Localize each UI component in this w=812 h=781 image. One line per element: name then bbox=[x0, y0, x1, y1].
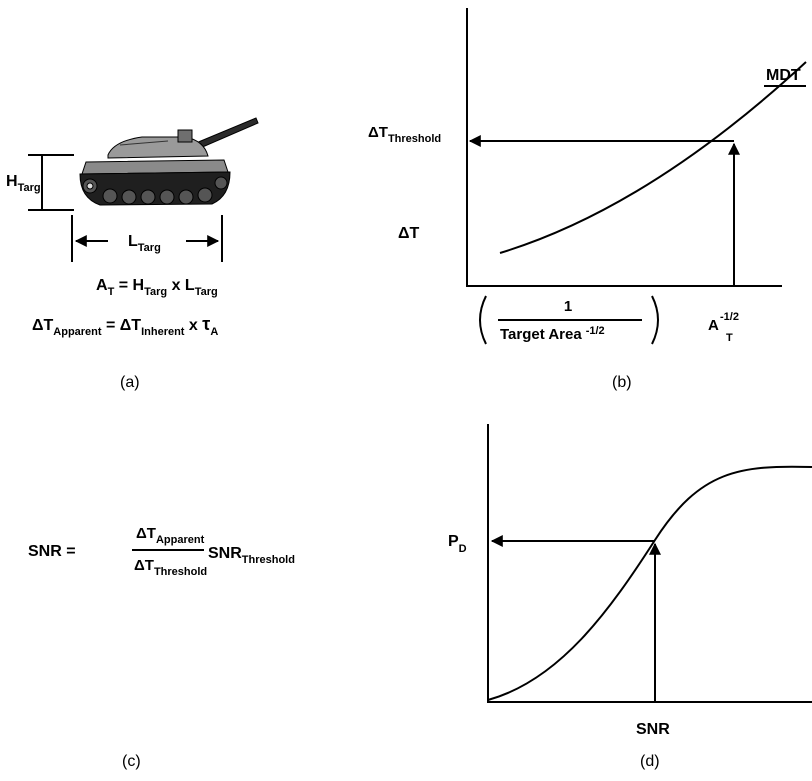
panel-c: SNR = ΔTApparent ΔTThreshold SNRThreshol… bbox=[28, 525, 295, 770]
panel-b: MDT ΔTThreshold ΔT 1 Target Area -1/2 A -… bbox=[368, 8, 807, 391]
panel-a: HTarg LTarg AT = HTarg x LTarg ΔTApparen… bbox=[6, 117, 259, 391]
mdt-curve bbox=[499, 61, 807, 254]
height-dimension bbox=[28, 154, 74, 211]
svg-text:-1/2: -1/2 bbox=[720, 311, 739, 323]
x-marker-label-b: A -1/2 T bbox=[708, 311, 739, 344]
mdt-label: MDT bbox=[764, 67, 806, 87]
svg-text:1: 1 bbox=[564, 298, 572, 315]
tank-icon bbox=[79, 117, 259, 206]
threshold-label: ΔTThreshold bbox=[368, 124, 441, 145]
svg-text:T: T bbox=[726, 332, 733, 344]
length-dimension bbox=[71, 215, 223, 262]
area-equation: AT = HTarg x LTarg bbox=[96, 277, 218, 298]
temperature-equation: ΔTApparent = ΔTInherent x τA bbox=[32, 314, 218, 338]
svg-text:Target Area-1/2: Target Area -1/2 bbox=[500, 325, 605, 343]
snr-numerator: ΔTApparent bbox=[136, 525, 205, 546]
x-axis-label-d: SNR bbox=[636, 721, 670, 738]
snr-denominator: ΔTThreshold bbox=[134, 557, 207, 578]
caption-a: (a) bbox=[120, 374, 140, 391]
length-label: LTarg bbox=[128, 233, 161, 254]
snr-lhs: SNR = bbox=[28, 543, 76, 560]
detection-curve bbox=[487, 465, 812, 701]
y-axis-label-b: ΔT bbox=[398, 225, 420, 242]
axes-b bbox=[466, 8, 782, 287]
height-label: HTarg bbox=[6, 173, 41, 194]
snr-rhs: SNRThreshold bbox=[208, 545, 295, 566]
caption-b: (b) bbox=[612, 374, 632, 391]
caption-c: (c) bbox=[122, 753, 141, 770]
svg-text:A: A bbox=[708, 317, 719, 334]
axes-d bbox=[487, 424, 812, 703]
caption-d: (d) bbox=[640, 753, 660, 770]
panel-d: PD SNR (d) bbox=[448, 424, 812, 770]
x-axis-label-b: 1 Target Area -1/2 bbox=[479, 295, 659, 345]
svg-text:MDT: MDT bbox=[766, 67, 801, 84]
pd-label: PD bbox=[448, 533, 467, 555]
